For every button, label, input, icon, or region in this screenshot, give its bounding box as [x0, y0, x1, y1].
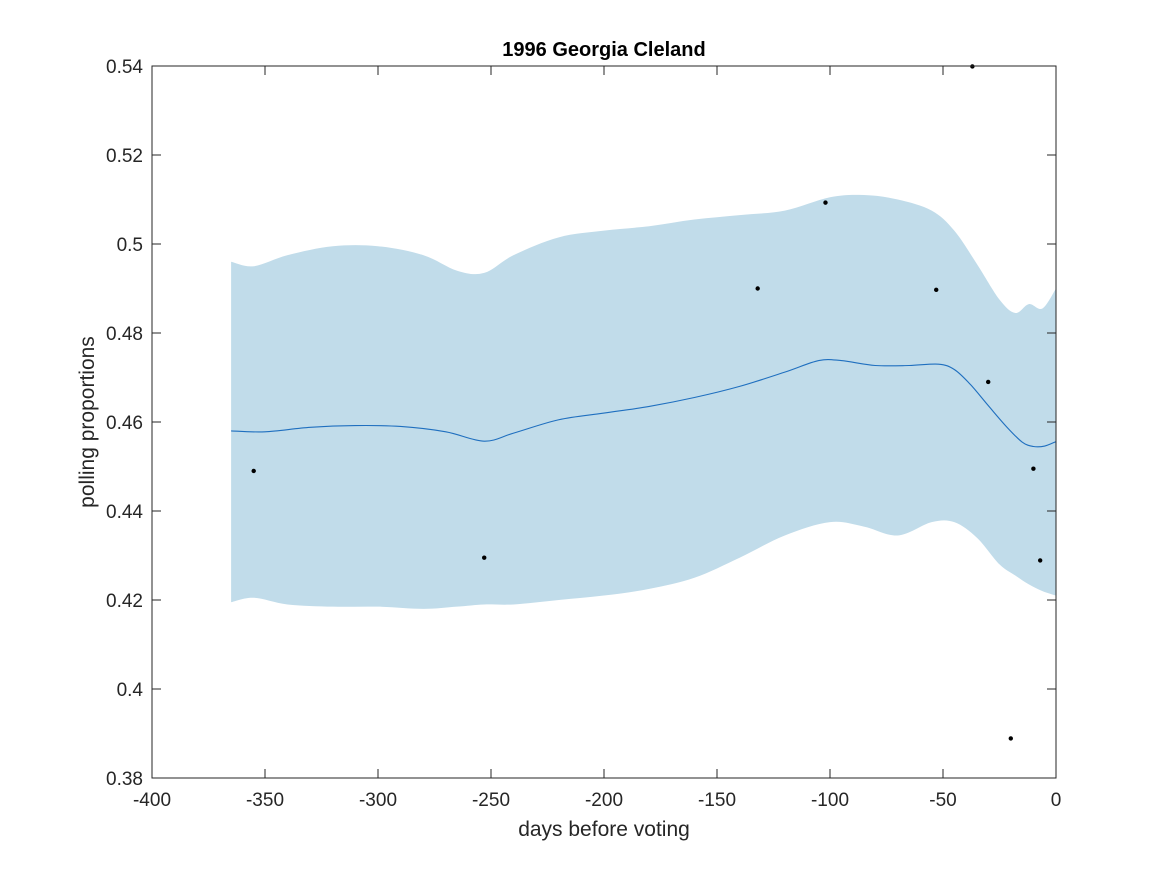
y-tick-label: 0.44	[106, 502, 143, 523]
x-tick-label: -400	[133, 790, 171, 811]
data-point	[482, 555, 487, 560]
y-tick-label: 0.5	[117, 235, 143, 256]
x-tick-label: -100	[811, 790, 849, 811]
y-tick-label: 0.52	[106, 146, 143, 167]
x-tick-label: -200	[585, 790, 623, 811]
x-tick-label: -150	[698, 790, 736, 811]
data-point	[986, 379, 991, 385]
x-tick-label: -350	[246, 790, 284, 811]
y-tick-label: 0.4	[117, 680, 144, 701]
chart-title: 1996 Georgia Cleland	[502, 39, 705, 61]
confidence-band	[231, 194, 1057, 609]
data-point	[1031, 466, 1036, 471]
data-point	[1037, 558, 1043, 563]
y-tick-label: 0.46	[106, 413, 143, 434]
data-point	[755, 286, 760, 291]
series-line-layer	[231, 358, 1057, 448]
x-tick-label: -250	[472, 790, 510, 811]
data-point	[934, 287, 939, 293]
x-tick-label: 0	[1051, 790, 1062, 811]
data-point	[1008, 736, 1013, 741]
x-tick-label: -50	[929, 790, 956, 811]
y-tick-label: 0.38	[106, 769, 143, 790]
y-tick-label: 0.42	[106, 591, 143, 612]
ticks-layer: -400 -350 -300 -250 -200 -150 -100 -50 0 0.38 0.4 0…	[106, 57, 1061, 811]
y-tick-label: 0.54	[106, 57, 143, 78]
y-axis-label: polling proportions	[76, 336, 99, 508]
data-point	[251, 468, 256, 474]
data-points-layer	[251, 64, 1043, 741]
x-tick-label: -300	[359, 790, 397, 811]
data-point	[823, 200, 828, 205]
y-tick-label: 0.48	[106, 324, 143, 345]
confidence-band-layer	[231, 194, 1057, 609]
series-line-0	[231, 358, 1057, 448]
x-axis-label: days before voting	[518, 818, 690, 841]
